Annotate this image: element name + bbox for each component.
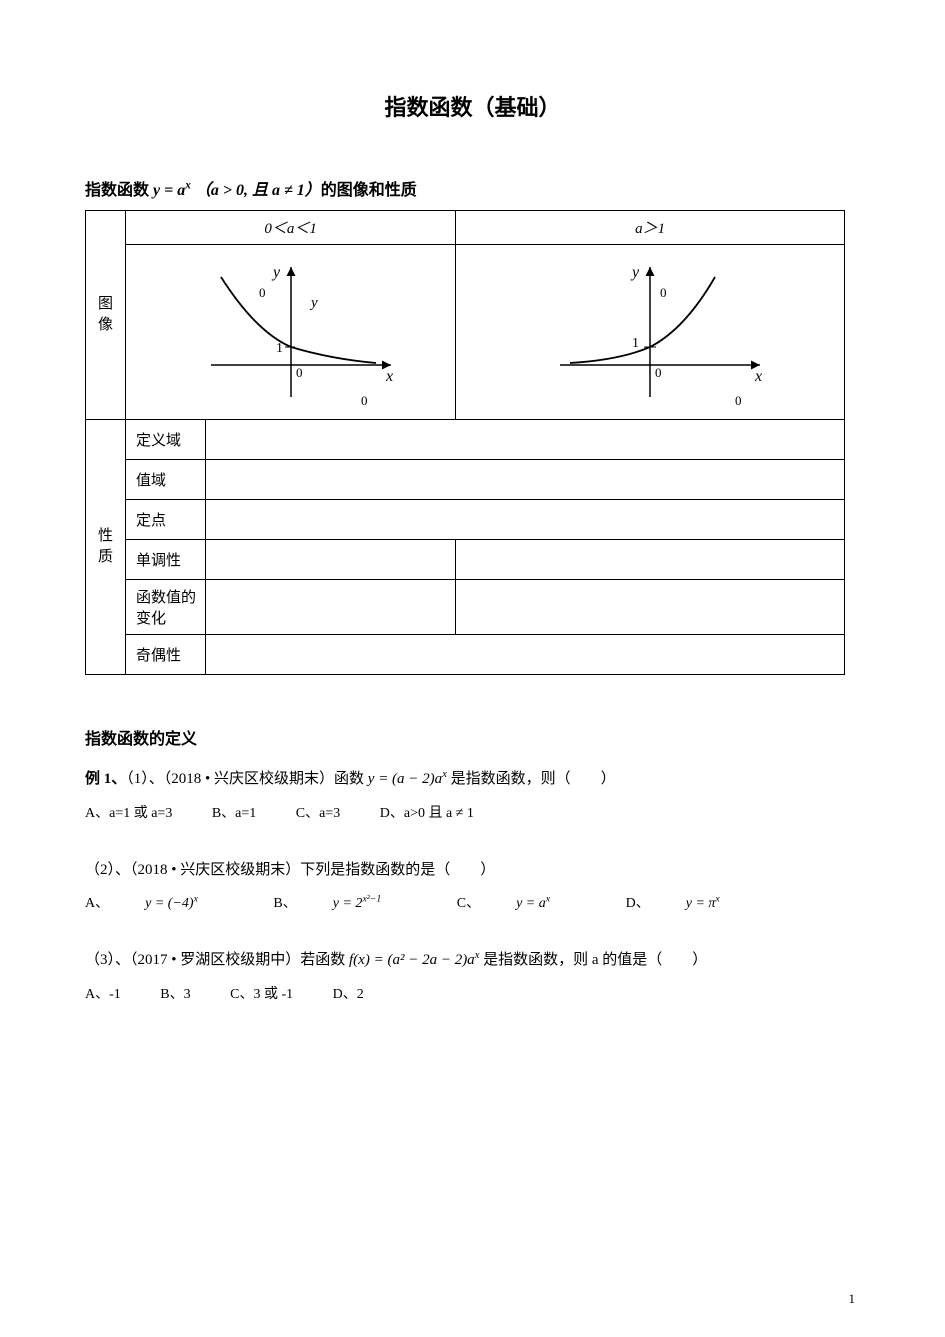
svg-text:0: 0	[296, 365, 303, 380]
svg-text:y: y	[630, 264, 640, 281]
page-title: 指数函数（基础）	[85, 90, 860, 122]
ex3-choices: A、-1 B、3 C、3 或 -1 D、2	[85, 983, 860, 1003]
subheading: 指数函数的定义	[85, 725, 860, 749]
properties-table: 图 像 0＜a＜1 a＞1	[85, 210, 845, 675]
svg-text:y: y	[309, 295, 318, 311]
svg-text:0: 0	[361, 393, 368, 408]
svg-text:0: 0	[655, 365, 662, 380]
heading-suffix: 的图像和性质	[321, 182, 417, 199]
ex1-part1: （1）、（2018 • 兴庆区校级期末）函数	[126, 771, 368, 787]
ex1-tail: 是指数函数，则（ ）	[447, 771, 616, 787]
ex2-choice-a: A、y = (−4)x	[85, 896, 234, 911]
ex1-formula: y = (a − 2)ax	[368, 771, 447, 787]
col1-header: 0＜a＜1	[126, 211, 456, 245]
svg-text:1: 1	[276, 341, 283, 356]
ex3-part1: （3）、（2017 • 罗湖区校级期中）若函数	[85, 952, 349, 968]
svg-text:0: 0	[259, 285, 266, 300]
heading-prefix: 指数函数	[85, 182, 153, 199]
cell-range	[206, 460, 845, 500]
section-heading-1: 指数函数 y = ax （a > 0, 且 a ≠ 1）的图像和性质	[85, 176, 860, 200]
ex2-choices: A、y = (−4)x B、y = 2x²−1 C、y = ax D、y = π…	[85, 892, 860, 912]
row-fixedpoint: 定点	[126, 500, 206, 540]
ex2-choice-c: C、y = ax	[457, 896, 586, 911]
svg-text:y: y	[271, 264, 281, 281]
row-props-label: 性 质	[86, 420, 126, 675]
ex3-choice-a: A、-1	[85, 987, 121, 1002]
ex3-formula: f(x) = (a² − 2a − 2)ax	[349, 952, 479, 968]
ex1-label: 例 1、	[85, 771, 126, 787]
svg-text:0: 0	[735, 393, 742, 408]
cell-fixedpoint	[206, 500, 845, 540]
ex1-choices: A、a=1 或 a=3 B、a=1 C、a=3 D、a>0 且 a ≠ 1	[85, 802, 860, 822]
ex3-tail: 是指数函数，则 a 的值是（ ）	[479, 952, 707, 968]
page-number: 1	[849, 1291, 856, 1307]
cell-valuechange-1	[206, 580, 456, 635]
graph-increasing: y x 0 1 0 0	[510, 247, 790, 417]
row-domain: 定义域	[126, 420, 206, 460]
ex1-choice-a: A、a=1 或 a=3	[85, 806, 172, 821]
cell-domain	[206, 420, 845, 460]
example-1-2: （2）、（2018 • 兴庆区校级期末）下列是指数函数的是（ ）	[85, 856, 860, 885]
ex2-part1: （2）、（2018 • 兴庆区校级期末）下列是指数函数的是（ ）	[85, 862, 495, 878]
row-monotone: 单调性	[126, 540, 206, 580]
example-1-3: （3）、（2017 • 罗湖区校级期中）若函数 f(x) = (a² − 2a …	[85, 946, 860, 975]
graph-decreasing: y x 0 1 0 y 0	[161, 247, 421, 417]
graph-left-cell: y x 0 1 0 y 0	[126, 245, 456, 420]
ex1-choice-b: B、a=1	[212, 806, 256, 821]
example-1-1: 例 1、（1）、（2018 • 兴庆区校级期末）函数 y = (a − 2)ax…	[85, 765, 860, 794]
ex2-choice-b: B、y = 2x²−1	[273, 896, 417, 911]
graph-right-cell: y x 0 1 0 0	[456, 245, 845, 420]
svg-text:1: 1	[632, 336, 639, 351]
ex1-choice-c: C、a=3	[296, 806, 340, 821]
svg-text:0: 0	[660, 285, 667, 300]
ex3-choice-b: B、3	[160, 987, 190, 1002]
row-range: 值域	[126, 460, 206, 500]
svg-text:x: x	[754, 368, 762, 385]
cell-monotone-2	[456, 540, 845, 580]
row-parity: 奇偶性	[126, 635, 206, 675]
row-image-label: 图 像	[86, 211, 126, 420]
cell-parity	[206, 635, 845, 675]
heading-cond: （a > 0, 且 a ≠ 1）	[195, 182, 321, 199]
heading-formula: y = ax	[153, 182, 191, 199]
cell-monotone-1	[206, 540, 456, 580]
row-valuechange: 函数值的变化	[126, 580, 206, 635]
col2-header: a＞1	[456, 211, 845, 245]
ex2-choice-d: D、y = πx	[626, 896, 756, 911]
cell-valuechange-2	[456, 580, 845, 635]
svg-text:x: x	[385, 368, 393, 385]
ex3-choice-c: C、3 或 -1	[230, 987, 293, 1002]
ex3-choice-d: D、2	[333, 987, 364, 1002]
ex1-choice-d: D、a>0 且 a ≠ 1	[380, 806, 510, 821]
